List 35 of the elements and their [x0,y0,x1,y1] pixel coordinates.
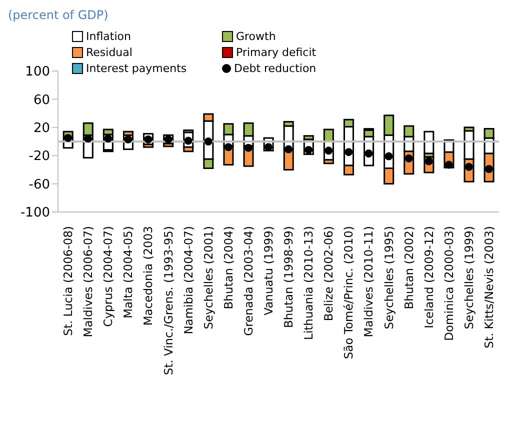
x-tick-label: Dominica (2000-03) [442,226,456,341]
x-tick-label: Maldives (2006-07) [81,226,96,338]
x-tick-label: St. Vinc./Grens. (1993-95) [161,226,176,376]
x-tick-label: Namibia (2004-07) [181,226,196,334]
x-tick-label: Seychelles (2001) [201,226,216,330]
x-tick-label: St. Lucia (2006-08) [61,226,76,336]
x-tick-label: Belize (2002-06) [322,226,336,322]
y-tick-label: 60 [33,92,50,108]
x-tick-label: Maldives (2010-11) [362,226,376,338]
x-tick-label: Bhutan (2004) [221,226,236,310]
y-tick-label: -60 [28,177,50,192]
x-tick-label: Seychelles (1995) [382,226,396,330]
legend-label: Primary deficit [236,46,316,59]
x-tick-label: Grenada (2003-04) [241,226,256,336]
y-tick-label: -100 [20,206,50,221]
x-tick-label: Bhutan (2002) [402,226,416,310]
legend-label: Growth [236,30,276,43]
legend-label: Interest payments [86,62,187,75]
x-tick-label: Iceland (2009-12) [422,226,436,328]
x-tick-label: Malta (2004-05) [121,226,136,318]
x-tick-label: St. Kitts/Nevis (2003) [482,226,496,348]
x-tick-label: Macedonia (2003 [141,226,156,326]
y-tick-label: -20 [28,149,50,164]
x-tick-label: Lithuania (2010-13) [302,226,316,340]
chart-subtitle: (percent of GDP) [8,8,110,22]
legend-label: Residual [86,46,132,59]
y-tick-label: 20 [33,121,50,136]
x-tick-label: Cyprus (2004-07) [101,226,116,327]
x-tick-label: Seychelles (1999) [462,226,476,330]
x-tick-label: Bhutan (1998-99) [282,226,296,328]
legend-label: Debt reduction [234,62,316,75]
x-tick-label: Vanuatu (1999) [261,226,276,316]
x-tick-label: São Tomé/Princ. (2010) [342,226,356,360]
legend-label: Inflation [86,30,131,43]
y-tick-label: 100 [25,64,50,80]
